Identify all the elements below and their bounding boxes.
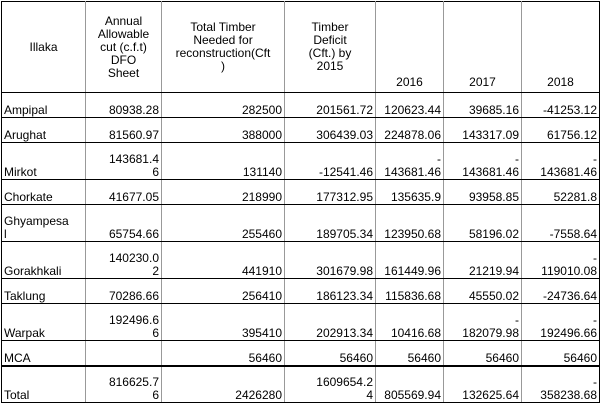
value-cell: 301679.98 (284, 241, 376, 279)
value-cell: 192496.6 6 (85, 303, 162, 341)
table-row: Mirkot 143681.4 6 131140 -12541.46- 143681.… (1, 142, 600, 180)
value-cell: 143681.4 6 (85, 142, 162, 180)
value-cell: 21219.94 (443, 241, 522, 279)
value-cell: 441910 (161, 241, 285, 279)
header-annual-allowable-cut: Annual Allowable cut (c.f.t) DFO Sheet (85, 1, 162, 93)
value-cell: 115836.68 (375, 278, 444, 304)
table-row: Arughat 81560.97 388000 306439.03 224878.06 1… (1, 117, 600, 143)
value-cell: - 358238.68 (521, 365, 600, 403)
value-cell: 80938.28 (85, 92, 162, 118)
value-cell: - 182079.98 (443, 303, 522, 341)
value-cell: -12541.46 (284, 142, 376, 180)
value-cell: 189705.34 (284, 204, 376, 242)
value-cell: 131140 (161, 142, 285, 180)
value-cell: 123950.68 (375, 204, 444, 242)
value-cell: 256410 (161, 278, 285, 304)
illaka-name-cell: MCA (1, 340, 86, 366)
illaka-name-cell: Gorakhkali (1, 241, 86, 279)
value-cell: 1609654.2 4 (284, 365, 376, 403)
table-row: Gorakhkali 140230.0 2 441910 301679.98 16144… (1, 241, 600, 279)
value-cell: - 119010.08 (521, 241, 600, 279)
value-cell: 177312.95 (284, 179, 376, 205)
value-cell: 202913.34 (284, 303, 376, 341)
value-cell: 52281.8 (521, 179, 600, 205)
illaka-name-cell: Total (1, 365, 86, 403)
table-row: MCA 56460 56460 56460 56460 56460 (1, 340, 600, 366)
illaka-name-cell: Arughat (1, 117, 86, 143)
value-cell: 143317.09 (443, 117, 522, 143)
header-2016: 2016 (375, 1, 444, 93)
value-cell: 45550.02 (443, 278, 522, 304)
value-cell: 56460 (443, 340, 522, 366)
value-cell: 41677.05 (85, 179, 162, 205)
table-row: Warpak 192496.6 6 395410 202913.34 10416.68-… (1, 303, 600, 341)
value-cell: -7558.64 (521, 204, 600, 242)
value-cell: 395410 (161, 303, 285, 341)
table-row: Chorkate 41677.05 218990 177312.95 135635.9 9… (1, 179, 600, 205)
table-row: Ghyampesa l 65754.66 255460 189705.34 123950… (1, 204, 600, 242)
value-cell: 56460 (284, 340, 376, 366)
value-cell: - 143681.46 (521, 142, 600, 180)
value-cell: 201561.72 (284, 92, 376, 118)
value-cell: 10416.68 (375, 303, 444, 341)
illaka-name-cell: Chorkate (1, 179, 86, 205)
value-cell: 56460 (161, 340, 285, 366)
total-row: Total 816625.7 6 2426280 1609654.2 4 805569.… (1, 365, 600, 403)
value-cell: - 143681.46 (443, 142, 522, 180)
illaka-name-cell: Ghyampesa l (1, 204, 86, 242)
value-cell: 135635.9 (375, 179, 444, 205)
value-cell: 816625.7 6 (85, 365, 162, 403)
value-cell: 255460 (161, 204, 285, 242)
value-cell: - 143681.46 (375, 142, 444, 180)
value-cell (85, 340, 162, 366)
header-timber-deficit-2015: Timber Deficit (Cft.) by 2015 (284, 1, 376, 93)
header-illaka: Illaka (1, 1, 86, 93)
header-row: Illaka Annual Allowable cut (c.f.t) DFO S… (1, 1, 600, 93)
value-cell: 70286.66 (85, 278, 162, 304)
illaka-name-cell: Taklung (1, 278, 86, 304)
value-cell: - 192496.66 (521, 303, 600, 341)
value-cell: -41253.12 (521, 92, 600, 118)
value-cell: 58196.02 (443, 204, 522, 242)
table-row: Ampipal 80938.28 282500 201561.72 120623.44 3… (1, 92, 600, 118)
table-row: Taklung 70286.66 256410 186123.34 115836.68 4… (1, 278, 600, 304)
header-total-timber-needed: Total Timber Needed for reconstruction(C… (161, 1, 285, 93)
value-cell: 56460 (375, 340, 444, 366)
value-cell: 81560.97 (85, 117, 162, 143)
header-2018: 2018 (521, 1, 600, 93)
illaka-name-cell: Warpak (1, 303, 86, 341)
value-cell: 61756.12 (521, 117, 600, 143)
value-cell: 388000 (161, 117, 285, 143)
value-cell: 805569.94 (375, 365, 444, 403)
value-cell: 39685.16 (443, 92, 522, 118)
value-cell: 218990 (161, 179, 285, 205)
value-cell: 186123.34 (284, 278, 376, 304)
value-cell: 140230.0 2 (85, 241, 162, 279)
value-cell: 306439.03 (284, 117, 376, 143)
value-cell: 2426280 (161, 365, 285, 403)
value-cell: 65754.66 (85, 204, 162, 242)
value-cell: 56460 (521, 340, 600, 366)
header-2017: 2017 (443, 1, 522, 93)
illaka-name-cell: Ampipal (1, 92, 86, 118)
value-cell: 161449.96 (375, 241, 444, 279)
value-cell: -24736.64 (521, 278, 600, 304)
value-cell: 224878.06 (375, 117, 444, 143)
illaka-name-cell: Mirkot (1, 142, 86, 180)
value-cell: 132625.64 (443, 365, 522, 403)
value-cell: 120623.44 (375, 92, 444, 118)
value-cell: 282500 (161, 92, 285, 118)
value-cell: 93958.85 (443, 179, 522, 205)
